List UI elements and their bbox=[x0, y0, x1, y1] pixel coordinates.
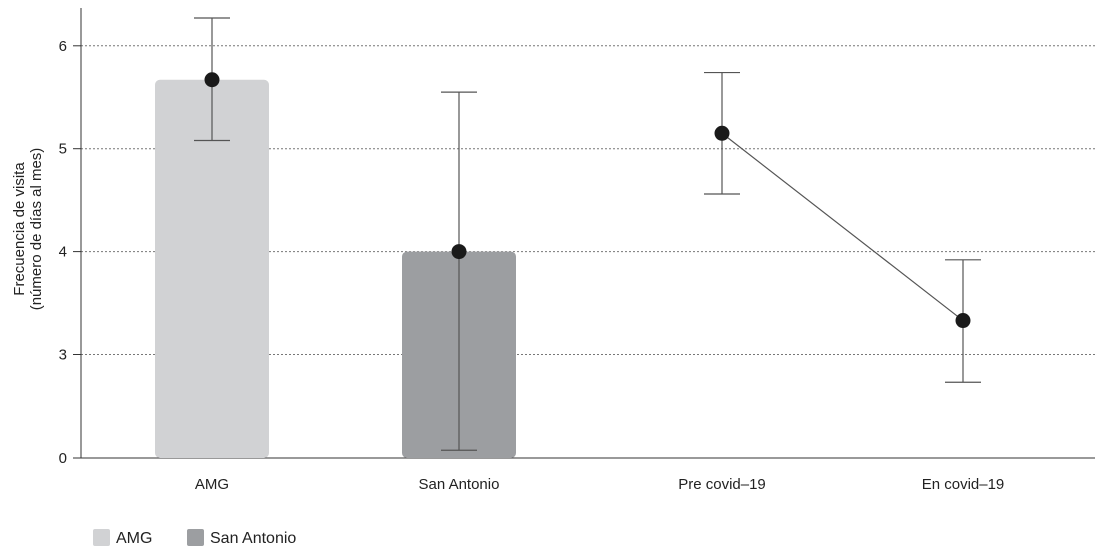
line-series bbox=[721, 132, 964, 322]
error-bars bbox=[194, 17, 981, 451]
y-ticks: 0 3 4 5 6 bbox=[59, 38, 81, 467]
x-tick-label: AMG bbox=[195, 476, 229, 493]
series-line bbox=[721, 132, 964, 322]
x-tick-label: San Antonio bbox=[419, 476, 500, 493]
y-tick-label: 3 bbox=[59, 347, 67, 364]
data-point bbox=[451, 244, 467, 260]
legend-label: AMG bbox=[116, 530, 152, 547]
bars bbox=[155, 79, 516, 458]
legend-label: San Antonio bbox=[210, 530, 296, 547]
data-point bbox=[955, 313, 971, 329]
x-tick-label: Pre covid–19 bbox=[678, 476, 766, 493]
y-axis-title-line: (número de días al mes) bbox=[28, 148, 45, 311]
points bbox=[204, 72, 971, 329]
data-point bbox=[204, 72, 220, 88]
y-axis-title: Frecuencia de visita(número de días al m… bbox=[11, 148, 45, 311]
legend-swatch bbox=[93, 529, 110, 546]
y-tick-label: 4 bbox=[59, 244, 67, 261]
y-tick-label: 0 bbox=[59, 450, 67, 467]
bar bbox=[155, 79, 269, 458]
y-axis-title-line: Frecuencia de visita bbox=[11, 162, 28, 296]
legend-swatch bbox=[187, 529, 204, 546]
x-tick-label: En covid–19 bbox=[922, 476, 1005, 493]
y-tick-label: 6 bbox=[59, 38, 67, 55]
legend: AMG San Antonio bbox=[93, 529, 296, 547]
x-ticks: AMG San Antonio Pre covid–19 En covid–19 bbox=[195, 476, 1004, 493]
y-tick-label: 5 bbox=[59, 141, 67, 158]
data-point bbox=[714, 125, 730, 141]
